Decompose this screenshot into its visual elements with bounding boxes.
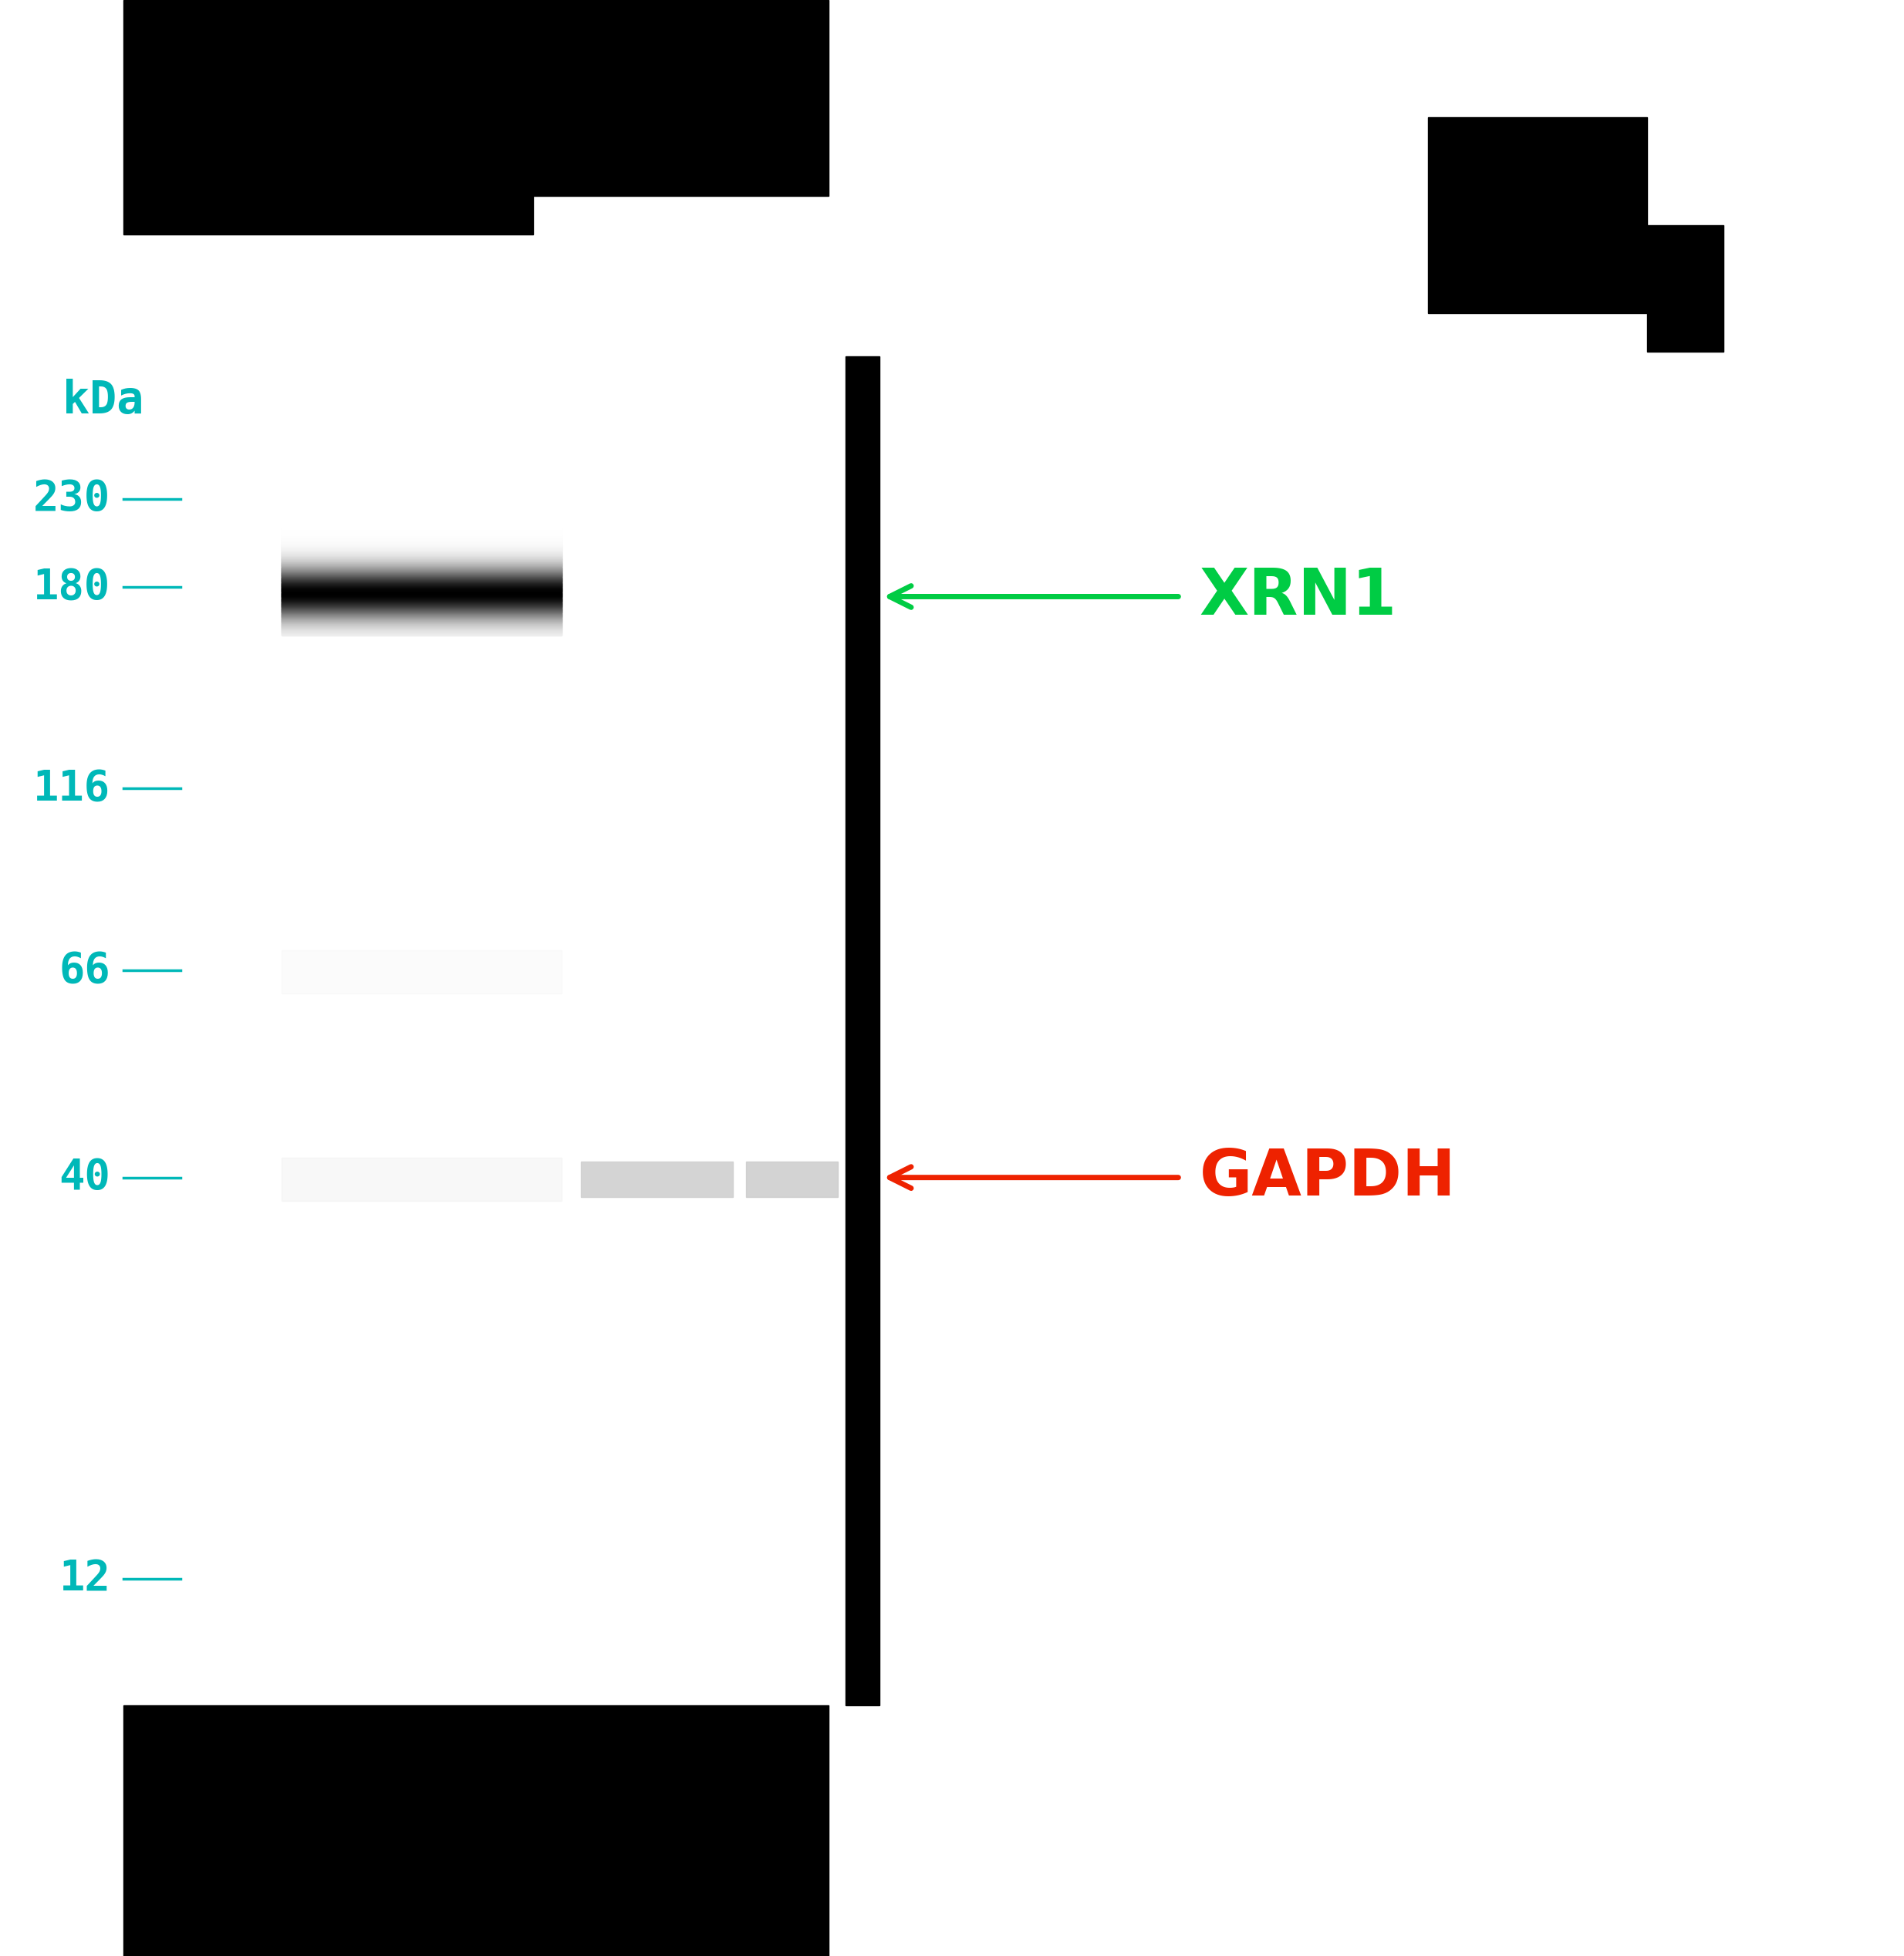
Text: kDa: kDa <box>63 379 145 422</box>
Bar <box>533 0 828 196</box>
Text: XRN1: XRN1 <box>1200 565 1398 628</box>
Bar <box>124 0 533 235</box>
Bar <box>581 1162 733 1197</box>
Bar <box>124 1706 828 1956</box>
Text: 66: 66 <box>59 951 110 990</box>
Bar <box>1647 225 1723 352</box>
Text: GAPDH: GAPDH <box>1200 1146 1457 1209</box>
Text: 40: 40 <box>59 1158 110 1197</box>
Text: 180: 180 <box>32 567 110 606</box>
Bar <box>746 1162 838 1197</box>
Text: 230: 230 <box>32 479 110 518</box>
Bar <box>282 1158 562 1201</box>
Text: 116: 116 <box>32 769 110 808</box>
Text: 12: 12 <box>59 1559 110 1598</box>
Bar <box>1428 117 1647 313</box>
Bar <box>282 951 562 994</box>
Bar <box>845 356 880 1706</box>
